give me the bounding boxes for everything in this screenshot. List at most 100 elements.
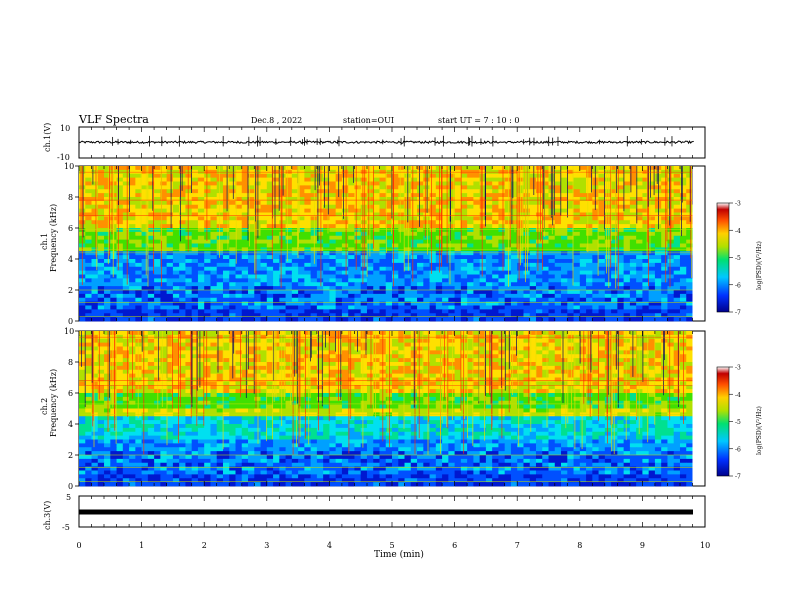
spectrogram-cell: [348, 338, 355, 344]
spectrogram-cell: [517, 270, 524, 275]
spectrogram-cell: [492, 259, 499, 264]
spectrogram-cell: [279, 255, 286, 260]
spectrogram-cell: [191, 309, 199, 314]
spectrogram-cell: [273, 185, 280, 190]
spectrogram-cell: [623, 286, 631, 291]
spectrogram-cell: [110, 274, 117, 279]
spectrogram-cell: [248, 338, 255, 344]
spectrogram-cell: [216, 243, 224, 248]
spectrogram-cell: [561, 208, 568, 213]
spectrogram-cell: [285, 313, 293, 318]
spectrogram-cell: [341, 358, 349, 363]
spectrogram-cell: [185, 309, 193, 314]
spectrogram-cell: [673, 220, 681, 225]
spectrogram-cell: [285, 259, 293, 264]
spectrogram-cell: [392, 317, 399, 322]
spectrogram-cell: [686, 173, 693, 179]
spectrogram-cell: [423, 274, 430, 279]
spectrogram-cell: [285, 290, 293, 295]
spectrogram-cell: [235, 282, 243, 287]
spectrogram-cell: [304, 173, 312, 179]
spectrogram-cell: [373, 220, 380, 225]
spectrogram-cell: [554, 278, 562, 283]
spectrogram-cell: [116, 228, 124, 233]
spectrogram-cell: [604, 286, 612, 291]
spectrogram-cell: [191, 342, 199, 347]
spectrogram-cell: [548, 216, 556, 221]
spectrogram-cell: [197, 286, 205, 291]
spectrogram-cell: [529, 278, 537, 283]
spectrogram-cell: [561, 331, 568, 336]
spectrogram-cell: [97, 290, 105, 295]
spectrogram-cell: [510, 173, 518, 179]
spectrogram-cell: [348, 259, 355, 264]
spectrogram-cell: [417, 278, 424, 283]
spectrogram-cell: [485, 286, 493, 291]
spectrogram-cell: [417, 354, 424, 359]
spectrogram-cell: [567, 239, 574, 244]
spectrogram-cell: [116, 224, 124, 229]
spectrogram-cell: [423, 224, 430, 229]
spectrogram-cell: [623, 197, 631, 202]
spectrogram-cell: [341, 173, 349, 179]
spectrogram-cell: [279, 350, 286, 355]
spectrogram-cell: [285, 262, 293, 268]
spectrogram-cell: [97, 270, 105, 275]
spectrogram-cell: [661, 313, 668, 318]
spectrogram-cell: [467, 290, 474, 295]
spectrogram-cell: [129, 177, 136, 182]
spectrogram-cell: [348, 293, 355, 299]
spectrogram-cell: [417, 262, 424, 268]
spectrogram-cell: [504, 331, 512, 336]
spectrogram-cell: [229, 185, 236, 190]
spectrogram-cell: [304, 309, 312, 314]
spectrogram-cell: [429, 317, 437, 322]
spectrogram-cell: [467, 309, 474, 314]
spectrogram-cell: [617, 235, 625, 241]
spectrogram-cell: [448, 354, 455, 359]
spectrogram-cell: [166, 278, 174, 283]
spectrogram-cell: [329, 224, 337, 229]
spectrogram-cell: [285, 200, 293, 206]
spectrogram-cell: [197, 224, 205, 229]
spectrogram-cell: [485, 243, 493, 248]
spectrogram-cell: [398, 286, 405, 291]
spectrogram-cell: [598, 331, 606, 336]
spectrogram-cell: [97, 189, 105, 194]
spectrogram-cell: [354, 354, 362, 359]
spectrogram-cell: [642, 197, 650, 202]
spectrogram-cell: [629, 266, 637, 272]
spectrogram-cell: [661, 166, 668, 171]
spectrogram-cell: [548, 354, 556, 359]
spectrogram-cell: [623, 262, 631, 268]
spectrogram-cell: [510, 286, 518, 291]
spectrogram-cell: [429, 274, 437, 279]
spectrogram-cell: [304, 354, 312, 359]
spectrogram-cell: [91, 200, 99, 206]
spectrogram-cell: [166, 317, 174, 322]
spectrogram-cell: [423, 358, 430, 363]
spectrogram-cell: [341, 270, 349, 275]
spectrogram-cell: [567, 346, 574, 351]
spectrogram-cell: [379, 224, 387, 229]
spectrogram-cell: [673, 297, 681, 303]
spectrogram-cell: [554, 251, 562, 256]
spectrogram-cell: [598, 173, 606, 179]
spectrogram-cell: [179, 220, 186, 225]
spectrogram-cell: [179, 228, 186, 233]
spectrogram-cell: [648, 235, 656, 241]
spectrogram-cell: [417, 220, 424, 225]
spectrogram-cell: [135, 309, 142, 314]
spectrogram-cell: [304, 251, 312, 256]
spectrogram-cell: [79, 362, 86, 367]
spectrogram-cell: [166, 331, 174, 336]
spectrogram-cell: [329, 317, 337, 322]
spectrogram-cell: [135, 305, 142, 310]
spectrogram-cell: [191, 293, 199, 299]
spectrogram-cell: [517, 305, 524, 310]
spectrogram-cell: [617, 309, 625, 314]
spectrogram-cell: [172, 189, 180, 194]
spectrogram-cell: [316, 331, 324, 336]
spectrogram-cell: [535, 220, 543, 225]
spectrogram-cell: [417, 208, 424, 213]
